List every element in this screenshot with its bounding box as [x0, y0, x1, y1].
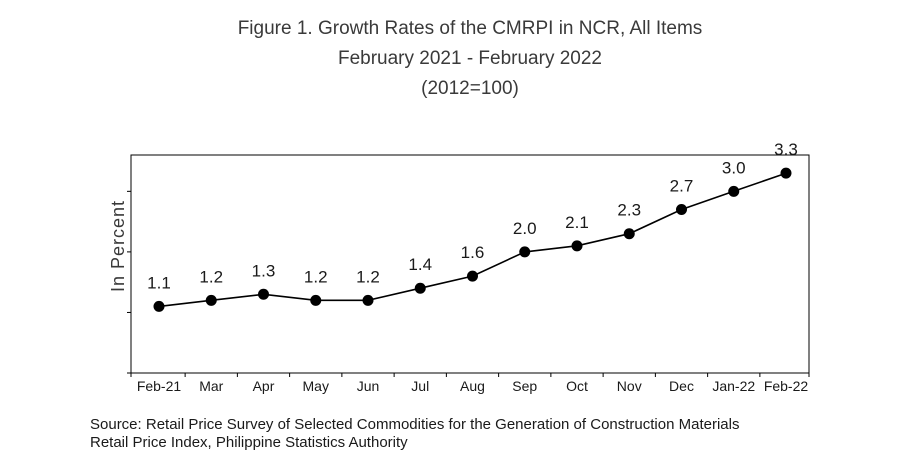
data-label-nov: 2.3: [617, 201, 641, 220]
data-label-oct: 2.1: [565, 213, 589, 232]
data-label-jan-22: 3.0: [722, 158, 746, 177]
source-line-2: Retail Price Index, Philippine Statistic…: [90, 434, 408, 451]
x-tick-label-may: May: [303, 378, 329, 394]
data-point-may: [310, 294, 322, 306]
data-point-sep: [519, 246, 531, 258]
data-point-aug: [467, 270, 478, 282]
data-point-apr: [258, 288, 269, 300]
data-point-jul: [414, 282, 426, 294]
data-point-jan-22: [728, 185, 740, 197]
plot-area-frame: [130, 154, 810, 374]
data-point-dec: [676, 204, 687, 215]
chart-title-block: Figure 1. Growth Rates of the CMRPI in N…: [0, 14, 904, 104]
chart-title: Figure 1. Growth Rates of the CMRPI in N…: [237, 18, 703, 39]
chart-subtitle: February 2021 - February 2022: [337, 48, 603, 69]
x-tick-label-nov: Nov: [617, 378, 642, 394]
data-label-feb-21: 1.1: [147, 273, 171, 292]
x-tick-label-dec: Dec: [669, 378, 694, 394]
data-label-sep: 2.0: [513, 219, 537, 238]
data-point-jun: [362, 294, 374, 306]
data-point-oct: [571, 240, 583, 252]
data-label-feb-22: 3.3: [774, 140, 798, 159]
x-tick-label-mar: Mar: [199, 378, 223, 394]
data-label-apr: 1.3: [252, 261, 276, 280]
y-axis-label: In Percent: [108, 200, 128, 292]
x-tick-label-jul: Jul: [411, 378, 429, 394]
x-tick-label-jan-22: Jan-22: [712, 378, 755, 394]
x-tick-label-jun: Jun: [357, 378, 380, 394]
data-label-dec: 2.7: [670, 177, 694, 196]
source-note: Source: Retail Price Survey of Selected …: [90, 416, 739, 452]
data-label-mar: 1.2: [199, 267, 223, 286]
x-tick-label-apr: Apr: [253, 378, 275, 394]
data-point-nov: [623, 228, 635, 240]
data-label-aug: 1.6: [461, 243, 485, 262]
x-tick-label-feb-22: Feb-22: [764, 378, 809, 394]
data-label-jul: 1.4: [408, 255, 432, 274]
x-tick-label-feb-21: Feb-21: [137, 378, 182, 394]
data-label-may: 1.2: [304, 267, 328, 286]
x-tick-label-aug: Aug: [460, 378, 485, 394]
source-line-1: Source: Retail Price Survey of Selected …: [90, 416, 740, 433]
data-label-jun: 1.2: [356, 267, 380, 286]
data-point-mar: [205, 294, 217, 306]
x-tick-label-sep: Sep: [512, 378, 537, 394]
data-point-feb-21: [153, 300, 165, 312]
chart-base-year: (2012=100): [421, 78, 519, 99]
data-point-feb-22: [780, 167, 792, 179]
x-tick-label-oct: Oct: [566, 378, 588, 394]
